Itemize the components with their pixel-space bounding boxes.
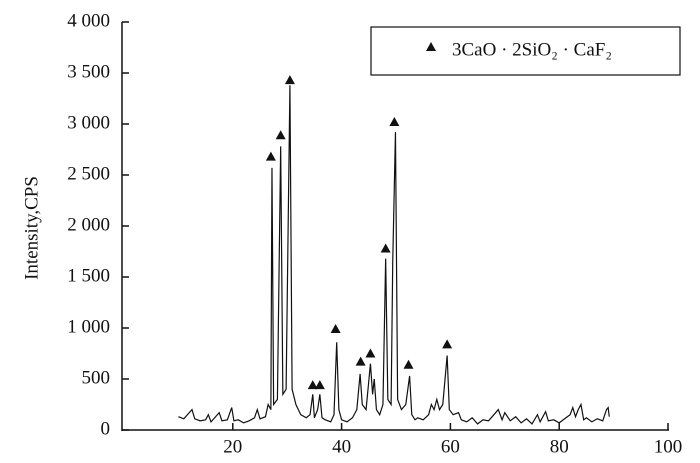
y-tick-label: 3 500 <box>67 61 110 82</box>
y-tick-label: 2 000 <box>67 214 110 235</box>
y-tick-label: 1 500 <box>67 265 110 286</box>
x-tick-label: 40 <box>332 436 351 457</box>
y-tick-label: 2 500 <box>67 163 110 184</box>
x-tick-label: 100 <box>654 436 683 457</box>
legend-marker <box>426 42 436 51</box>
peak-marker <box>442 339 453 349</box>
y-tick-label: 0 <box>101 418 111 439</box>
y-axis-label: Intensity,CPS <box>21 176 42 280</box>
peak-marker <box>365 348 376 358</box>
peak-marker <box>307 380 318 390</box>
peak-marker <box>389 116 400 126</box>
y-tick-label: 500 <box>82 367 111 388</box>
peak-marker <box>275 130 286 140</box>
peak-marker <box>380 243 391 253</box>
y-tick-label: 3 000 <box>67 112 110 133</box>
x-tick-label: 80 <box>550 436 569 457</box>
peak-marker <box>265 151 276 161</box>
y-tick-label: 1 000 <box>67 316 110 337</box>
peak-marker <box>403 359 414 369</box>
peak-marker <box>284 75 295 85</box>
y-tick-label: 4 000 <box>67 10 110 31</box>
peak-marker <box>314 380 325 390</box>
peak-marker <box>330 324 341 334</box>
x-tick-label: 20 <box>223 436 242 457</box>
x-tick-label: 60 <box>441 436 460 457</box>
peak-marker <box>355 356 366 366</box>
pattern-line <box>178 85 610 425</box>
legend-box <box>370 26 681 76</box>
legend-label: 3CaO · 2SiO₂ · CaF₂ <box>452 39 612 60</box>
